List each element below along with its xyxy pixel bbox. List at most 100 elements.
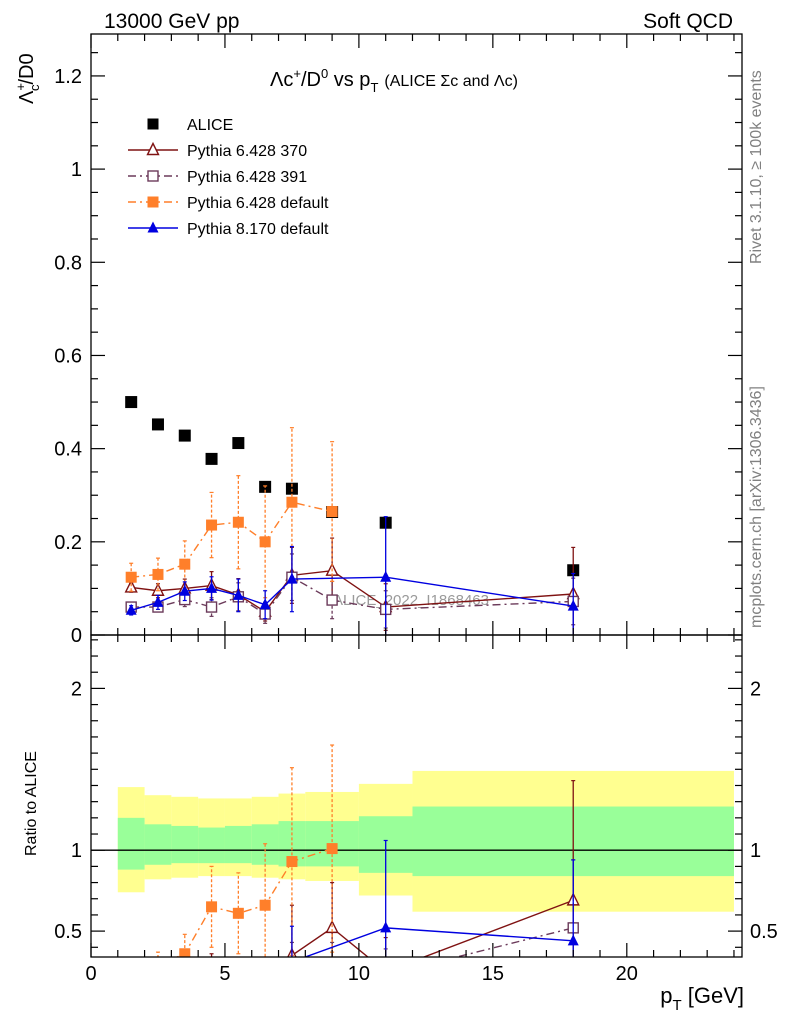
ratio-series-pythia-6-428-default — [152, 744, 338, 971]
ratio-y-axis-label: Ratio to ALICE — [23, 751, 40, 856]
ratio-y-tick-label-left-1: 1 — [71, 840, 82, 862]
main-point-pythia-8-170-default-7 — [380, 570, 392, 582]
main-point-pythia-6-428-391-3 — [205, 601, 218, 613]
ratio-point-pythia-6-428-default-7 — [326, 843, 338, 855]
main-point-pythia-6-428-default-0 — [125, 571, 137, 583]
rivet-version-label: Rivet 3.1.10, ≥ 100k events — [748, 70, 765, 264]
legend-label-pythia-8-170-default: Pythia 8.170 default — [187, 221, 329, 238]
main-point-pythia-8-170-default-0 — [125, 603, 137, 615]
legend-entry-alice: ALICE — [147, 117, 233, 134]
main-line-pythia-6-428-default — [131, 501, 333, 578]
ratio-point-pythia-6-428-391-5 — [260, 984, 270, 994]
legend-entry-pythia-6-428-370: Pythia 6.428 370 — [128, 141, 307, 160]
ratio-point-pythia-8-170-default-8 — [567, 934, 579, 946]
ratio-uncertainty-bands — [117, 770, 734, 912]
ratio-point-pythia-6-428-default-1 — [152, 960, 163, 971]
ratio-y-tick-label-left-0: 0.5 — [54, 921, 82, 943]
main-point-pythia-8-170-default-6 — [286, 572, 298, 584]
ratio-point-pythia-6-428-370-2 — [179, 968, 190, 979]
band-inner-1 — [144, 824, 172, 865]
legend-marker-pythia-6-428-default — [147, 196, 159, 208]
x-tick-label-3: 15 — [482, 963, 504, 985]
legend-label-pythia-6-428-391: Pythia 6.428 391 — [187, 169, 307, 186]
main-y-tick-label-4: 0.8 — [54, 252, 82, 274]
main-y-tick-label-0: 0 — [71, 625, 82, 647]
main-y-tick-label-1: 0.2 — [54, 532, 82, 554]
legend-label-alice: ALICE — [187, 117, 233, 134]
ratio-point-pythia-6-428-default-5 — [259, 899, 271, 911]
main-point-pythia-6-428-default-2 — [179, 558, 191, 570]
main-point-alice-2 — [178, 429, 191, 442]
legend-marker-alice — [147, 118, 159, 130]
legend-label-pythia-6-428-370: Pythia 6.428 370 — [187, 143, 307, 160]
main-point-pythia-6-428-default-5 — [259, 536, 271, 548]
main-point-pythia-8-170-default-4 — [232, 588, 244, 600]
ratio-point-pythia-6-428-391-3 — [207, 981, 217, 991]
main-point-pythia-6-428-default-7 — [326, 506, 338, 518]
ratio-point-pythia-6-428-default-6 — [286, 856, 298, 868]
main-point-pythia-8-170-default-3 — [206, 581, 218, 593]
legend-entry-pythia-6-428-default: Pythia 6.428 default — [128, 195, 329, 212]
energy-label: 13000 GeV pp — [104, 10, 239, 33]
ratio-y-tick-label-left-2: 2 — [71, 678, 82, 700]
x-tick-label-4: 20 — [616, 963, 638, 985]
tick-labels: 0 5 10 15 20 0 0.2 0.4 0.6 0.8 1 1.2 0.5 0.5 1 1 2 2 — [54, 66, 778, 985]
ratio-point-pythia-8-170-default-1 — [152, 981, 163, 992]
main-series-pythia-6-428-391 — [125, 553, 579, 629]
ratio-series-pythia-8-170-default — [126, 839, 579, 999]
main-point-pythia-6-428-default-1 — [152, 568, 164, 580]
legend-marker-pythia-6-428-391 — [147, 170, 159, 182]
main-series-group — [124, 396, 580, 635]
main-series-pythia-6-428-default — [125, 427, 338, 599]
legend-label-pythia-6-428-default: Pythia 6.428 default — [187, 195, 329, 212]
main-series-pythia-6-428-370 — [124, 537, 580, 635]
main-point-alice-6 — [285, 482, 298, 495]
main-y-tick-label-2: 0.4 — [54, 439, 82, 461]
ratio-point-pythia-6-428-391-7 — [327, 962, 337, 972]
analysis-watermark: ALICE_2022_I1868463 — [333, 592, 489, 609]
main-point-pythia-8-170-default-2 — [179, 584, 191, 596]
main-point-pythia-6-428-default-6 — [286, 496, 298, 508]
legend: ALICE Pythia 6.428 370 Pythia 6.428 391 Pyt… — [128, 117, 329, 238]
main-point-pythia-8-170-default-5 — [259, 598, 271, 610]
legend-marker-pythia-6-428-370 — [146, 141, 160, 156]
ratio-point-pythia-6-428-391-2 — [180, 978, 190, 988]
main-point-alice-1 — [151, 418, 164, 431]
legend-entry-pythia-6-428-391: Pythia 6.428 391 — [128, 169, 307, 186]
main-point-pythia-6-428-391-7 — [326, 594, 338, 606]
main-y-axis-label: Λ+c/D0 — [13, 53, 42, 104]
ratio-y-tick-label-right-2: 2 — [750, 678, 761, 700]
x-tick-label-2: 10 — [348, 963, 370, 985]
ratio-point-pythia-8-170-default-7 — [380, 921, 392, 933]
ratio-point-pythia-6-428-391-0 — [126, 988, 136, 998]
x-tick-label-0: 0 — [85, 963, 96, 985]
process-label: Soft QCD — [643, 10, 733, 33]
main-point-alice-3 — [205, 452, 218, 465]
main-y-tick-label-3: 0.6 — [54, 345, 82, 367]
ratio-line-pythia-8-170-default — [303, 927, 574, 957]
main-point-pythia-6-428-default-4 — [232, 516, 244, 528]
main-series-pythia-8-170-default — [125, 516, 579, 635]
ratio-point-pythia-6-428-391-1 — [153, 986, 163, 996]
ratio-point-pythia-6-428-391-6 — [287, 963, 297, 973]
ratio-point-pythia-6-428-default-4 — [232, 907, 244, 919]
main-point-alice-4 — [232, 437, 245, 450]
main-line-pythia-6-428-370 — [131, 569, 574, 613]
main-point-alice-0 — [125, 396, 138, 409]
main-y-tick-label-6: 1.2 — [54, 66, 82, 88]
ratio-point-pythia-6-428-391-4 — [233, 975, 243, 985]
ratio-point-pythia-6-428-370-4 — [233, 972, 244, 983]
band-inner-4 — [224, 825, 252, 864]
x-tick-label-1: 5 — [219, 963, 230, 985]
legend-marker-pythia-8-170-default — [147, 221, 159, 233]
ratio-point-pythia-8-170-default-0 — [126, 988, 137, 999]
ratio-point-pythia-6-428-370-0 — [126, 973, 137, 984]
mcplots-label: mcplots.cern.ch [arXiv:1306.3436] — [748, 386, 765, 628]
ratio-point-pythia-6-428-370-8 — [380, 965, 391, 976]
band-inner-3 — [198, 827, 225, 864]
band-inner-0 — [117, 817, 145, 870]
plot-title: Λc+/D0 vs pT (ALICE Σc and Λc) — [270, 66, 518, 95]
main-point-pythia-6-428-default-3 — [206, 519, 218, 531]
ratio-point-pythia-6-428-default-3 — [206, 901, 218, 913]
main-line-pythia-6-428-391 — [131, 576, 574, 615]
